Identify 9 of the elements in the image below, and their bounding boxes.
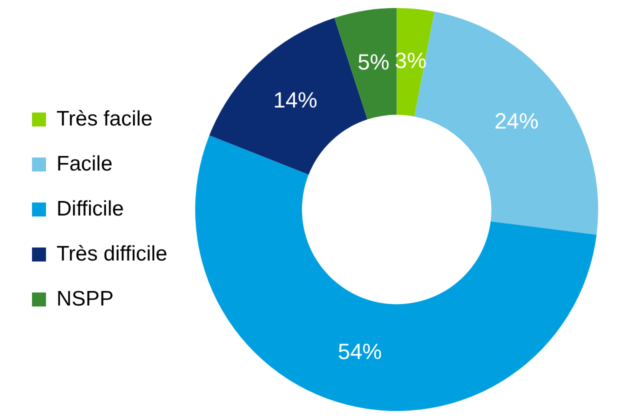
legend-label: Très facile [56,107,153,130]
data-label: 24% [494,108,539,134]
legend-label: Très difficile [56,242,168,266]
legend-label: Difficile [56,197,124,220]
legend-label: Facile [56,152,113,176]
data-label: 14% [273,88,318,113]
legend-label: NSPP [56,287,114,310]
data-label: 5% [358,49,390,74]
data-label: 54% [338,339,382,364]
